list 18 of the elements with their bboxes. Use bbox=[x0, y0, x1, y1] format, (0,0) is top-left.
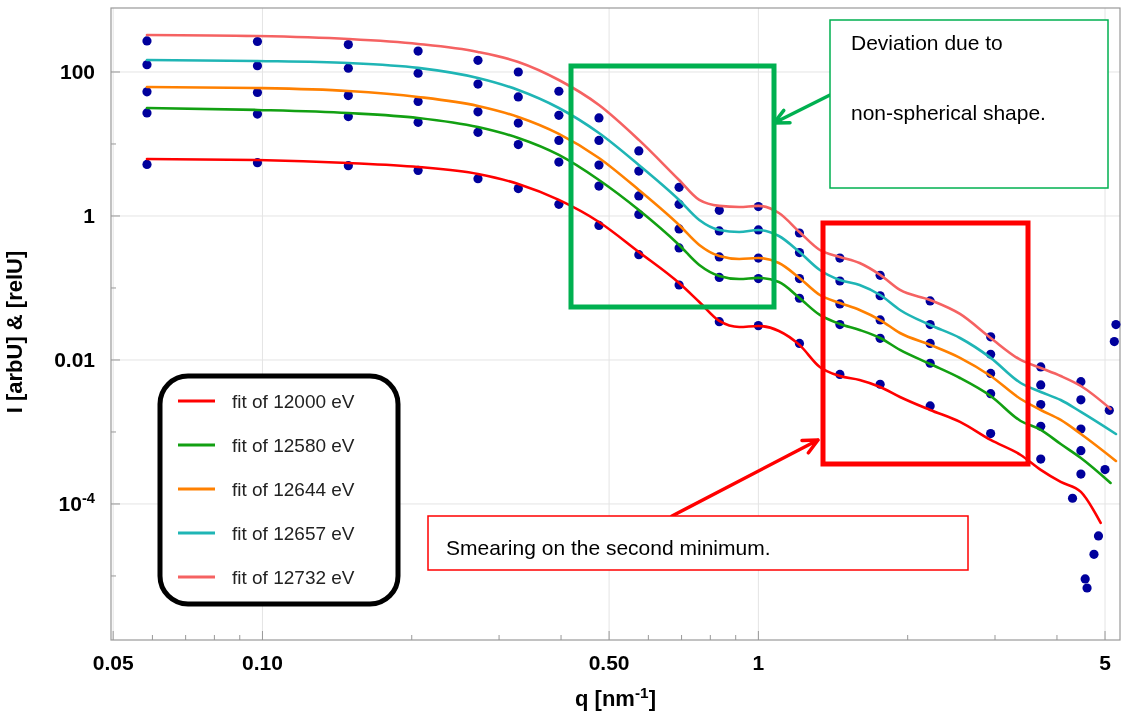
y-axis-title: I [arbU] & [relU] bbox=[2, 250, 27, 414]
x-tick-label: 0.10 bbox=[242, 651, 283, 674]
x-tick-label: 0.50 bbox=[588, 651, 630, 674]
x-tick-label: 1 bbox=[752, 651, 765, 674]
text: Deviation due to non-spherical shape. bbox=[851, 31, 1046, 124]
legend-label: fit of 12000 eV bbox=[232, 391, 355, 412]
legend-label: fit of 12580 eV bbox=[232, 435, 355, 456]
x-axis-title: q [nm$^{-1}$] bbox=[575, 683, 656, 711]
annotation: Smearing on the second minimum. bbox=[446, 536, 771, 559]
y-tick-label: 100 bbox=[59, 59, 95, 83]
legend-label: fit of 12657 eV bbox=[232, 523, 355, 544]
y-tick-label: 1 bbox=[83, 203, 96, 227]
x-tick-label: 5 bbox=[1099, 651, 1112, 674]
legend-label: fit of 12644 eV bbox=[232, 479, 355, 500]
x-tick-label: 0.05 bbox=[92, 651, 134, 674]
legend-label: fit of 12732 eV bbox=[232, 567, 355, 588]
y-tick-label: 0.01 bbox=[54, 347, 96, 371]
y-tick-label: 10$^{-4}$ bbox=[58, 489, 96, 515]
